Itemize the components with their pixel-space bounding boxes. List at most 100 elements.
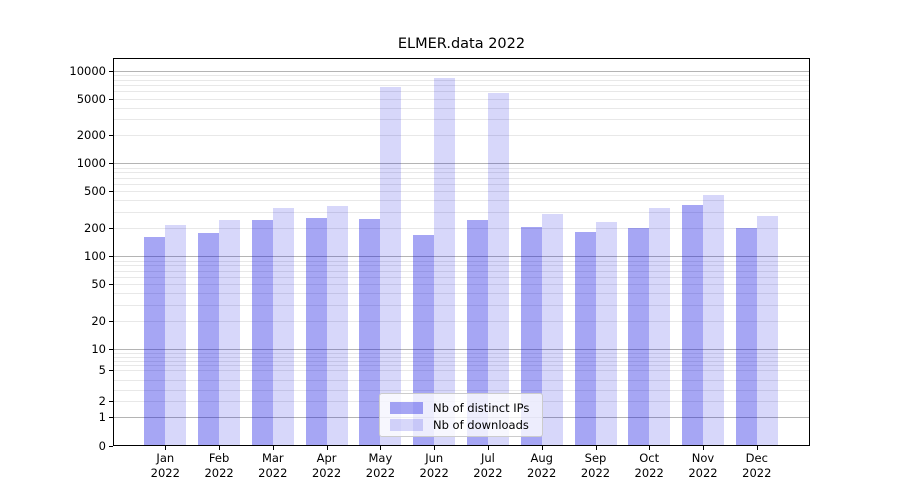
y-tick-label-10: 10 — [91, 342, 106, 357]
grid-minor-40 — [114, 293, 809, 295]
x-tick-label-jan-2022: Jan 2022 — [150, 451, 180, 480]
y-tick-label-200: 200 — [84, 221, 106, 236]
grid-minor-90 — [114, 260, 809, 262]
x-tick-mark-dec-2022 — [756, 446, 758, 450]
y-tick-label-0: 0 — [98, 438, 106, 453]
y-tick-label-5: 5 — [98, 362, 106, 377]
legend-swatch-distinct-ips — [390, 401, 423, 414]
grid-minor-4 — [114, 379, 809, 381]
y-tick-label-1000: 1000 — [76, 156, 106, 171]
grid-minor-200 — [114, 228, 809, 230]
x-tick-mark-jul-2022 — [487, 446, 489, 450]
grid-minor-700 — [114, 177, 809, 179]
grid-minor-400 — [114, 200, 809, 202]
bar-nb-of-distinct-ips-mar-2022 — [251, 220, 273, 446]
bar-nb-of-distinct-ips-feb-2022 — [198, 232, 220, 446]
x-tick-label-jun-2022: Jun 2022 — [419, 451, 449, 480]
grid-minor-300 — [114, 212, 809, 213]
y-tick-mark-200 — [109, 228, 113, 230]
x-tick-mark-sep-2022 — [595, 446, 597, 450]
legend-item-distinct-ips: Nb of distinct IPs — [390, 399, 542, 416]
grid-minor-20 — [114, 321, 809, 323]
x-tick-mark-oct-2022 — [649, 446, 651, 450]
bar-nb-of-distinct-ips-aug-2022 — [520, 227, 542, 446]
grid-minor-4000 — [114, 107, 809, 109]
grid-minor-6 — [114, 365, 809, 367]
x-tick-label-may-2022: May 2022 — [365, 451, 396, 480]
grid-minor-30 — [114, 304, 809, 306]
x-tick-mark-nov-2022 — [703, 446, 704, 450]
bar-nb-of-downloads-jun-2022 — [434, 77, 456, 446]
grid-minor-900 — [114, 167, 809, 169]
grid-minor-2000 — [114, 135, 809, 137]
y-tick-mark-2000 — [109, 135, 113, 137]
legend-swatch-downloads — [390, 418, 423, 431]
grid-minor-7 — [114, 361, 809, 363]
y-tick-label-500: 500 — [84, 184, 106, 199]
bar-nb-of-downloads-may-2022 — [380, 87, 402, 446]
grid-minor-600 — [114, 184, 809, 185]
x-tick-label-oct-2022: Oct 2022 — [634, 451, 664, 480]
grid-minor-3000 — [114, 119, 809, 121]
bar-nb-of-downloads-nov-2022 — [703, 194, 724, 446]
bar-nb-of-downloads-jan-2022 — [165, 224, 187, 446]
grid-minor-6000 — [114, 91, 809, 93]
grid-minor-8 — [114, 357, 809, 359]
grid-minor-80 — [114, 265, 809, 267]
x-tick-label-jul-2022: Jul 2022 — [473, 451, 503, 480]
y-tick-label-2000: 2000 — [76, 128, 106, 143]
y-tick-mark-50 — [109, 284, 113, 286]
legend-item-downloads: Nb of downloads — [390, 416, 542, 433]
grid-minor-9 — [114, 353, 809, 355]
x-tick-label-aug-2022: Aug 2022 — [527, 451, 557, 480]
bar-nb-of-distinct-ips-jul-2022 — [466, 220, 488, 446]
x-tick-mark-aug-2022 — [541, 446, 543, 450]
x-tick-mark-mar-2022 — [272, 446, 274, 450]
y-tick-label-2: 2 — [98, 393, 106, 408]
grid-minor-3 — [114, 390, 809, 392]
x-tick-mark-may-2022 — [380, 446, 382, 450]
x-tick-label-feb-2022: Feb 2022 — [204, 451, 234, 480]
y-tick-mark-20 — [109, 321, 113, 323]
grid-minor-5 — [114, 369, 809, 371]
y-tick-label-10000: 10000 — [69, 63, 106, 78]
bar-nb-of-downloads-dec-2022 — [756, 216, 778, 446]
y-tick-mark-1000 — [109, 163, 113, 165]
bar-nb-of-distinct-ips-jun-2022 — [413, 234, 435, 446]
bar-nb-of-distinct-ips-apr-2022 — [305, 217, 327, 446]
bar-nb-of-downloads-oct-2022 — [649, 208, 671, 446]
legend-box: Nb of distinct IPs Nb of downloads — [379, 393, 543, 437]
bar-nb-of-downloads-jul-2022 — [487, 93, 509, 446]
y-tick-label-100: 100 — [84, 249, 106, 264]
y-tick-mark-10000 — [109, 70, 113, 72]
grid-minor-8000 — [114, 79, 809, 81]
grid-major-100 — [114, 256, 809, 258]
legend-label-distinct-ips: Nb of distinct IPs — [433, 400, 530, 415]
grid-minor-5000 — [114, 98, 809, 100]
grid-minor-800 — [114, 172, 809, 174]
x-tick-label-mar-2022: Mar 2022 — [258, 451, 288, 480]
x-tick-mark-apr-2022 — [326, 446, 328, 450]
y-tick-mark-2 — [109, 400, 113, 402]
x-tick-mark-feb-2022 — [219, 446, 221, 450]
bar-nb-of-distinct-ips-jan-2022 — [144, 237, 166, 446]
y-tick-mark-5000 — [109, 98, 113, 100]
grid-minor-60 — [114, 276, 809, 278]
x-tick-label-sep-2022: Sep 2022 — [580, 451, 611, 480]
x-tick-label-dec-2022: Dec 2022 — [742, 451, 772, 480]
y-tick-mark-10 — [109, 349, 113, 351]
bar-nb-of-distinct-ips-sep-2022 — [574, 231, 596, 446]
y-tick-label-5000: 5000 — [76, 91, 106, 106]
y-tick-mark-5 — [109, 369, 113, 371]
x-tick-mark-jan-2022 — [165, 446, 167, 450]
y-tick-label-1: 1 — [98, 410, 106, 424]
grid-minor-7000 — [114, 84, 809, 86]
bar-nb-of-downloads-feb-2022 — [219, 220, 241, 446]
y-tick-mark-0 — [109, 445, 113, 447]
grid-minor-50 — [114, 284, 809, 286]
y-tick-label-50: 50 — [91, 277, 106, 292]
bar-nb-of-downloads-aug-2022 — [541, 214, 563, 446]
bar-nb-of-distinct-ips-oct-2022 — [628, 228, 650, 446]
bar-nb-of-downloads-sep-2022 — [595, 221, 617, 446]
